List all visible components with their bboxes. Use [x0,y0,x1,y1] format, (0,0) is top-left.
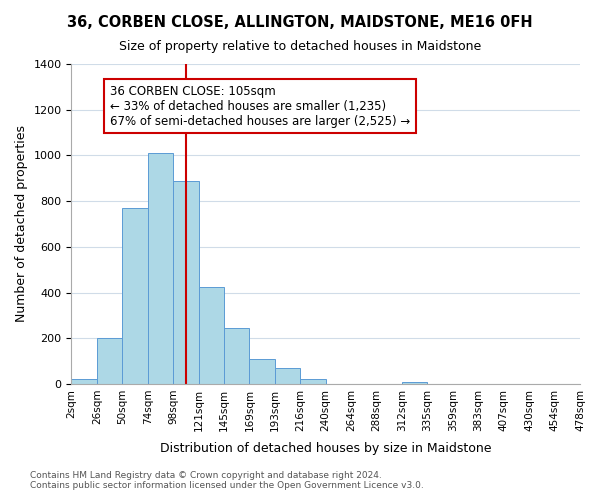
Text: 36 CORBEN CLOSE: 105sqm
← 33% of detached houses are smaller (1,235)
67% of semi: 36 CORBEN CLOSE: 105sqm ← 33% of detache… [110,84,410,128]
Y-axis label: Number of detached properties: Number of detached properties [15,126,28,322]
Bar [199,287,224,384]
Text: Contains HM Land Registry data © Crown copyright and database right 2024.
Contai: Contains HM Land Registry data © Crown c… [30,470,424,490]
Bar [122,208,148,384]
Bar [402,382,427,384]
X-axis label: Distribution of detached houses by size in Maidstone: Distribution of detached houses by size … [160,442,491,455]
Bar [173,180,199,384]
Bar [300,380,326,384]
Bar [275,368,300,384]
Bar [250,359,275,384]
Bar [224,328,250,384]
Bar [97,338,122,384]
Text: Size of property relative to detached houses in Maidstone: Size of property relative to detached ho… [119,40,481,53]
Bar [148,153,173,384]
Bar [71,380,97,384]
Text: 36, CORBEN CLOSE, ALLINGTON, MAIDSTONE, ME16 0FH: 36, CORBEN CLOSE, ALLINGTON, MAIDSTONE, … [67,15,533,30]
